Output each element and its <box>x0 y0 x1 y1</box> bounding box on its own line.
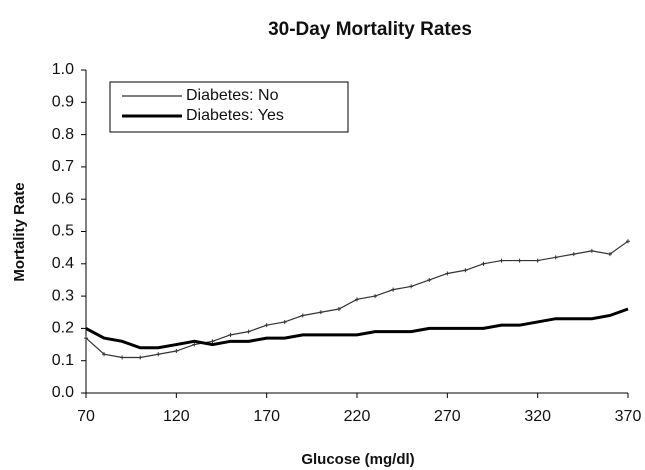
marker <box>607 252 612 257</box>
marker <box>210 339 215 344</box>
marker <box>228 332 233 337</box>
marker <box>102 352 107 357</box>
y-tick-label: 1.0 <box>52 61 74 78</box>
y-tick-label: 0.5 <box>52 223 74 240</box>
marker <box>156 352 161 357</box>
marker <box>120 355 125 360</box>
y-axis-title: Mortality Rate <box>11 182 28 281</box>
marker <box>445 271 450 276</box>
y-tick-label: 0.4 <box>52 255 74 272</box>
legend-label: Diabetes: Yes <box>186 107 284 124</box>
marker <box>427 277 432 282</box>
marker <box>192 342 197 347</box>
marker <box>300 313 305 318</box>
marker <box>318 310 323 315</box>
marker <box>409 284 414 289</box>
y-tick-label: 0.8 <box>52 126 74 143</box>
marker <box>174 349 179 354</box>
y-tick-label: 0.7 <box>52 158 74 175</box>
y-tick-label: 0.2 <box>52 320 74 337</box>
marker <box>553 255 558 260</box>
marker <box>626 239 630 244</box>
x-tick-label: 120 <box>163 408 190 425</box>
y-tick-label: 0.6 <box>52 190 74 207</box>
marker <box>589 248 594 253</box>
marker <box>481 261 486 266</box>
marker <box>517 258 522 263</box>
line <box>85 307 629 350</box>
y-tick-label: 0.9 <box>52 94 74 111</box>
marker <box>246 329 251 334</box>
marker <box>391 287 396 292</box>
marker <box>499 258 504 263</box>
marker <box>373 294 378 299</box>
marker <box>535 258 540 263</box>
x-tick-label: 70 <box>77 408 95 425</box>
y-tick-label: 0.0 <box>52 384 74 401</box>
marker <box>138 355 143 360</box>
y-tick-label: 0.1 <box>52 352 74 369</box>
marker <box>84 336 88 341</box>
chart-title: 30-Day Mortality Rates <box>268 19 472 40</box>
legend-label: Diabetes: No <box>186 87 279 104</box>
x-tick-label: 270 <box>434 408 461 425</box>
marker <box>355 297 359 302</box>
marker <box>336 307 341 312</box>
y-tick-label: 0.3 <box>52 287 74 304</box>
x-tick-label: 220 <box>344 408 371 425</box>
x-axis-title: Glucose (mg/dl) <box>301 451 414 468</box>
marker <box>463 268 468 273</box>
x-tick-label: 370 <box>615 408 642 425</box>
marker <box>571 252 576 257</box>
marker <box>264 323 269 328</box>
x-tick-label: 320 <box>524 408 551 425</box>
marker <box>282 319 287 324</box>
legend-box <box>109 81 349 133</box>
x-tick-label: 170 <box>253 408 280 425</box>
